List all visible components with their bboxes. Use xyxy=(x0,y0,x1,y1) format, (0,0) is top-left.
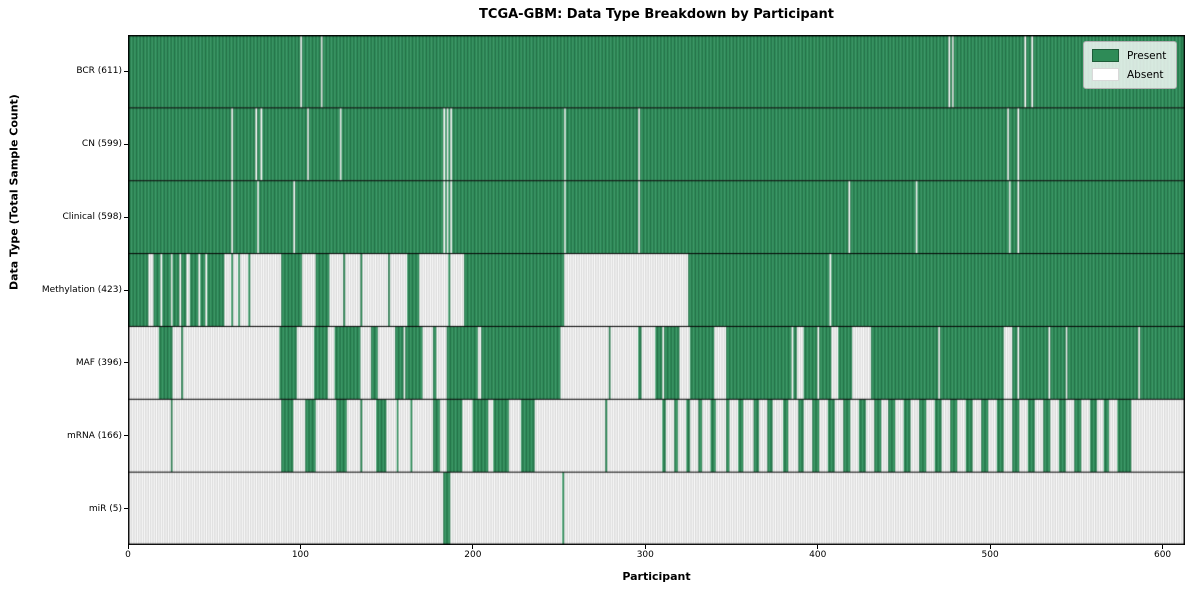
y-tick-mark xyxy=(124,289,128,291)
x-tick-label-100: 100 xyxy=(291,550,310,560)
x-tick-mark xyxy=(472,545,474,549)
y-tick-mark xyxy=(124,435,128,437)
chart-title: TCGA-GBM: Data Type Breakdown by Partici… xyxy=(479,7,834,22)
y-tick-mark xyxy=(124,70,128,72)
y-tick-label-Methylation: Methylation (423) xyxy=(41,285,122,295)
y-tick-mark xyxy=(124,143,128,145)
x-tick-mark xyxy=(989,545,991,549)
y-tick-label-Clinical: Clinical (598) xyxy=(62,212,122,223)
legend-label-present: Present xyxy=(1127,49,1167,62)
x-tick-label-600: 600 xyxy=(1153,550,1172,560)
y-tick-label-mRNA: mRNA (166) xyxy=(67,430,122,441)
x-tick-mark xyxy=(1162,545,1164,549)
y-tick-mark xyxy=(124,216,128,218)
heatmap-canvas xyxy=(128,35,1185,545)
x-axis-label: Participant xyxy=(622,570,691,583)
legend-entry-absent: Absent xyxy=(1092,68,1166,81)
x-tick-label-400: 400 xyxy=(809,550,827,560)
x-tick-label-500: 500 xyxy=(981,550,999,560)
y-tick-mark xyxy=(124,362,128,364)
x-tick-label-200: 200 xyxy=(464,550,482,560)
x-tick-mark xyxy=(127,545,129,549)
legend-label-absent: Absent xyxy=(1127,68,1164,81)
x-tick-mark xyxy=(644,545,646,549)
absent-swatch-icon xyxy=(1092,68,1119,81)
y-tick-label-BCR: BCR (611) xyxy=(76,66,122,77)
legend: Present Absent xyxy=(1083,41,1178,89)
y-tick-label-CN: CN (599) xyxy=(81,139,122,150)
legend-entry-present: Present xyxy=(1092,49,1166,62)
y-tick-label-MAF: MAF (396) xyxy=(75,357,122,368)
present-swatch-icon xyxy=(1092,49,1119,62)
y-tick-mark xyxy=(124,508,128,510)
x-tick-label-0: 0 xyxy=(125,550,131,560)
y-tick-label-miR: miR (5) xyxy=(88,503,122,514)
x-tick-mark xyxy=(299,545,301,549)
x-tick-mark xyxy=(817,545,819,549)
x-tick-label-300: 300 xyxy=(636,550,654,560)
